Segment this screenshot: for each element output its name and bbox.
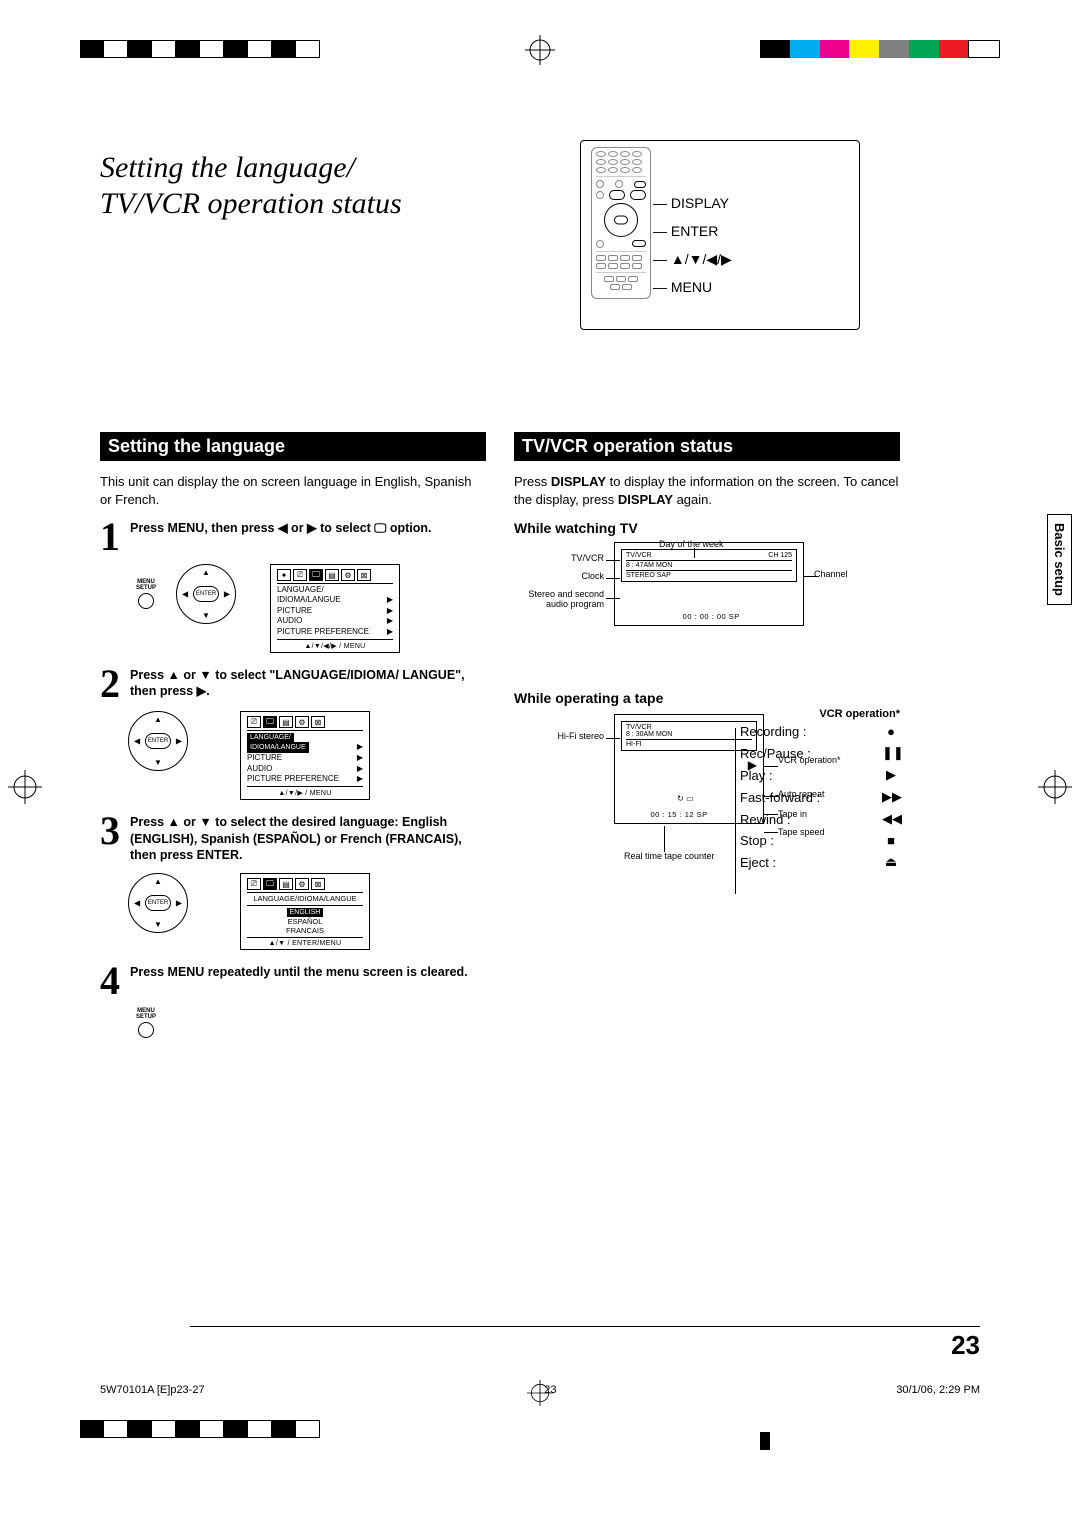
step1-text: Press MENU, then press ◀ or ▶ to select … (130, 520, 486, 536)
reg-bw-bar-bottom-right (760, 1432, 1000, 1450)
reg-center-target-icon (525, 35, 555, 65)
vcr-op-row: Recording :● (740, 724, 900, 739)
step4-text: Press MENU repeatedly until the menu scr… (130, 964, 486, 980)
step2-diagram: ▲▼◀▶ENTER ⎚🖵▤⚙⊠ LANGUAGE/ IDIOMA/LANGUE▶… (128, 711, 486, 800)
subhead-watching-tv: While watching TV (514, 520, 900, 536)
step4-diagram: MENUSETUP (128, 1008, 486, 1038)
vcr-operation-legend: VCR operation* Recording :● Rec/Pause :❚… (740, 708, 900, 876)
play-icon: ▶ (882, 767, 900, 783)
step-number: 2 (100, 667, 122, 701)
section-header-right: TV/VCR operation status (514, 432, 900, 461)
osd-screen-3: ⎚🖵▤⚙⊠ LANGUAGE/IDIOMA/LANGUE ENGLISH ESP… (240, 873, 370, 950)
step-3: 3 Press ▲ or ▼ to select the desired lan… (100, 814, 486, 863)
step-1: 1 Press MENU, then press ◀ or ▶ to selec… (100, 520, 486, 554)
reg-side-target-left-icon (8, 770, 42, 804)
step3-diagram: ▲▼◀▶ENTER ⎚🖵▤⚙⊠ LANGUAGE/IDIOMA/LANGUE E… (128, 873, 486, 950)
footer-right: 30/1/06, 2:29 PM (896, 1384, 980, 1396)
remote-graphic-icon (591, 147, 651, 299)
menu-setup-button-icon: MENUSETUP (128, 579, 164, 609)
callout-rtc: Real time tape counter (624, 852, 715, 862)
left-intro: This unit can display the on screen lang… (100, 473, 486, 508)
callout-clock: Clock (514, 572, 604, 582)
reg-bw-bar-bottom-left (80, 1420, 320, 1438)
footer: 5W70101A [E]p23-27 23 30/1/06, 2:29 PM (100, 1384, 980, 1396)
stop-icon: ■ (882, 833, 900, 848)
left-column: Setting the language This unit can displ… (100, 432, 486, 1052)
step-4: 4 Press MENU repeatedly until the menu s… (100, 964, 486, 998)
step1-diagram: MENUSETUP ▲▼◀▶ENTER ✦⎚🖵▤⚙⊠ LANGUAGE/ IDI… (128, 564, 486, 653)
reg-side-target-right-icon (1038, 770, 1072, 804)
tv-display-screen: TV/VCRCH 125 8 : 47AM MON STEREO SAP 00 … (614, 542, 804, 626)
subhead-operating-tape: While operating a tape (514, 690, 900, 706)
step-number: 1 (100, 520, 122, 554)
pause-icon: ❚❚ (882, 745, 900, 761)
record-icon: ● (882, 724, 900, 739)
side-tab: Basic setup (1047, 514, 1072, 605)
tape-display-diagram: Hi-Fi stereo VCR operation* Auto repeat … (514, 714, 900, 894)
callout-tvvcr: TV/VCR (514, 554, 604, 564)
tv-display-diagram: TV/VCR Clock Stereo and second audio pro… (514, 542, 900, 682)
step2-text: Press ▲ or ▼ to select "LANGUAGE/IDIOMA/… (130, 667, 486, 700)
reg-color-bar (760, 40, 1000, 58)
menu-setup-button-icon: MENUSETUP (128, 1008, 164, 1038)
dpad-icon: ▲▼◀▶ENTER (128, 873, 188, 933)
dpad-icon: ▲▼◀▶ENTER (176, 564, 236, 624)
page-title-line2: TV/VCR operation status (100, 187, 402, 220)
step-2: 2 Press ▲ or ▼ to select "LANGUAGE/IDIOM… (100, 667, 486, 701)
eject-icon: ⏏ (882, 854, 900, 870)
section-header-left: Setting the language (100, 432, 486, 461)
right-column: TV/VCR operation status Press DISPLAY to… (514, 432, 900, 1052)
callout-channel: Channel (814, 570, 848, 580)
page-number-rule (190, 1326, 980, 1327)
ff-icon: ▶▶ (882, 789, 900, 805)
vcr-op-row: Fast-forward :▶▶ (740, 789, 900, 805)
vcr-op-row: Play :▶ (740, 767, 900, 783)
reg-bw-bar (80, 40, 320, 58)
registration-top (0, 40, 1080, 80)
callout-stereo: Stereo and second audio program (514, 590, 604, 610)
reg-center-bottom-icon (527, 1380, 553, 1406)
osd-screen-1: ✦⎚🖵▤⚙⊠ LANGUAGE/ IDIOMA/LANGUE▶ PICTURE▶… (270, 564, 400, 653)
page-title-line1: Setting the language/ (100, 151, 355, 184)
remote-diagram: — DISPLAY — ENTER — ▲/▼/◀/▶ — MENU (580, 140, 860, 330)
callout-hifi: Hi-Fi stereo (514, 732, 604, 742)
vcr-op-row: Rewind :◀◀ (740, 811, 900, 827)
vcr-op-row: Stop :■ (740, 833, 900, 848)
step-number: 4 (100, 964, 122, 998)
vcr-op-row: Eject :⏏ (740, 854, 900, 870)
vcr-op-row: Rec/Pause :❚❚ (740, 745, 900, 761)
remote-label-menu: MENU (671, 279, 712, 295)
osd-screen-2: ⎚🖵▤⚙⊠ LANGUAGE/ IDIOMA/LANGUE▶ PICTURE▶ … (240, 711, 370, 800)
page-number: 23 (951, 1330, 980, 1361)
registration-bottom (0, 1420, 1080, 1450)
remote-label-arrows: ▲/▼/◀/▶ (671, 251, 732, 267)
remote-label-enter: ENTER (671, 223, 718, 239)
step3-text: Press ▲ or ▼ to select the desired langu… (130, 814, 486, 863)
rew-icon: ◀◀ (882, 811, 900, 827)
remote-label-display: DISPLAY (671, 195, 729, 211)
footer-left: 5W70101A [E]p23-27 (100, 1384, 205, 1396)
remote-labels: — DISPLAY — ENTER — ▲/▼/◀/▶ — MENU (653, 191, 732, 303)
right-intro: Press DISPLAY to display the information… (514, 473, 900, 508)
dpad-icon: ▲▼◀▶ENTER (128, 711, 188, 771)
step-number: 3 (100, 814, 122, 848)
page-content: Setting the language/ TV/VCR operation s… (100, 150, 900, 1052)
